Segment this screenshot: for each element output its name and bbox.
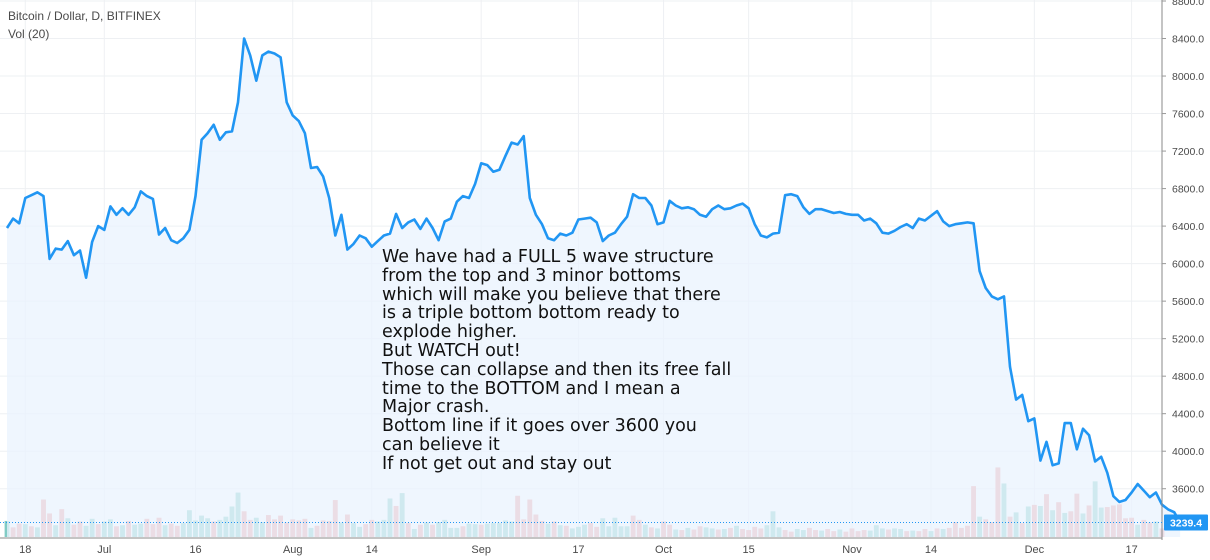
x-tick-label: Oct bbox=[655, 544, 672, 556]
y-tick-label: 4000.0 bbox=[1172, 446, 1204, 458]
y-tick-label: 5200.0 bbox=[1172, 334, 1204, 346]
y-tick-label: 5600.0 bbox=[1172, 296, 1204, 308]
chart-legend: Bitcoin / Dollar, D, BITFINEX Vol (20) bbox=[8, 7, 161, 43]
x-tick-label: Jul bbox=[97, 544, 111, 556]
y-tick-label: 8000.0 bbox=[1172, 71, 1204, 83]
last-price-label: 3239.4 bbox=[1170, 517, 1202, 529]
x-tick-label: 15 bbox=[743, 544, 755, 556]
y-tick-label: 4800.0 bbox=[1172, 371, 1204, 383]
price-area-fill bbox=[7, 38, 1181, 537]
last-price-marker: 3239.4 bbox=[0, 514, 1208, 531]
x-tick-label: 17 bbox=[1125, 544, 1137, 556]
annotation-line: But WATCH out! bbox=[382, 340, 521, 361]
x-tick-label: Aug bbox=[283, 544, 303, 556]
price-area bbox=[7, 38, 1181, 537]
annotation-line: time to the BOTTOM and I mean a bbox=[382, 378, 681, 399]
annotation-line: from the top and 3 minor bottoms bbox=[382, 265, 681, 286]
symbol-title[interactable]: Bitcoin / Dollar, D, BITFINEX bbox=[8, 9, 161, 23]
last-price-badge bbox=[1164, 514, 1208, 531]
annotation-line: If not get out and stay out bbox=[382, 453, 612, 474]
axes bbox=[0, 0, 1163, 540]
annotation-line: Bottom line if it goes over 3600 you bbox=[382, 416, 697, 437]
x-tick-label: Dec bbox=[1025, 544, 1045, 556]
y-axis-labels: 3600.0 4000.0 4400.0 4800.0 5200.0 5600.0 6000… bbox=[1162, 0, 1204, 496]
y-tick-label: 4400.0 bbox=[1172, 409, 1204, 421]
x-tick-label: Sep bbox=[471, 544, 491, 556]
annotation-line: We have had a FULL 5 wave structure bbox=[382, 247, 714, 267]
x-tick-label: 18 bbox=[19, 544, 31, 556]
y-tick-label: 8400.0 bbox=[1172, 34, 1204, 46]
x-axis-labels: 18 Jul 16 Aug 14 Sep 17 Oct 15 Nov 14 Dec 17 bbox=[19, 544, 1138, 556]
y-tick-label: 7600.0 bbox=[1172, 109, 1204, 121]
annotation-line: Those can collapse and then its free fal… bbox=[382, 359, 732, 380]
price-line-path bbox=[5, 37, 1182, 524]
annotation-line: is a triple bottom bottom ready to bbox=[382, 303, 680, 324]
y-tick-label: 6800.0 bbox=[1172, 184, 1204, 196]
price-line bbox=[5, 37, 1182, 524]
chart-annotation-text: We have had a FULL 5 wave structure from … bbox=[382, 248, 802, 474]
annotation-line: explode higher. bbox=[382, 322, 518, 343]
x-tick-label: 16 bbox=[189, 544, 201, 556]
y-tick-label: 6000.0 bbox=[1172, 259, 1204, 271]
x-tick-label: 14 bbox=[925, 544, 937, 556]
x-tick-label: 14 bbox=[366, 544, 378, 556]
y-tick-label: 6400.0 bbox=[1172, 221, 1204, 233]
x-tick-label: Nov bbox=[842, 544, 862, 556]
y-tick-label: 8800.0 bbox=[1172, 0, 1204, 8]
annotation-line: which will make you believe that there bbox=[382, 284, 721, 305]
volume-indicator-label[interactable]: Vol (20) bbox=[8, 27, 50, 41]
y-tick-label: 7200.0 bbox=[1172, 146, 1204, 158]
x-tick-label: 17 bbox=[572, 544, 584, 556]
annotation-line: Major crash. bbox=[382, 397, 490, 418]
y-tick-label: 3600.0 bbox=[1172, 484, 1204, 496]
annotation-line: can believe it bbox=[382, 434, 500, 455]
